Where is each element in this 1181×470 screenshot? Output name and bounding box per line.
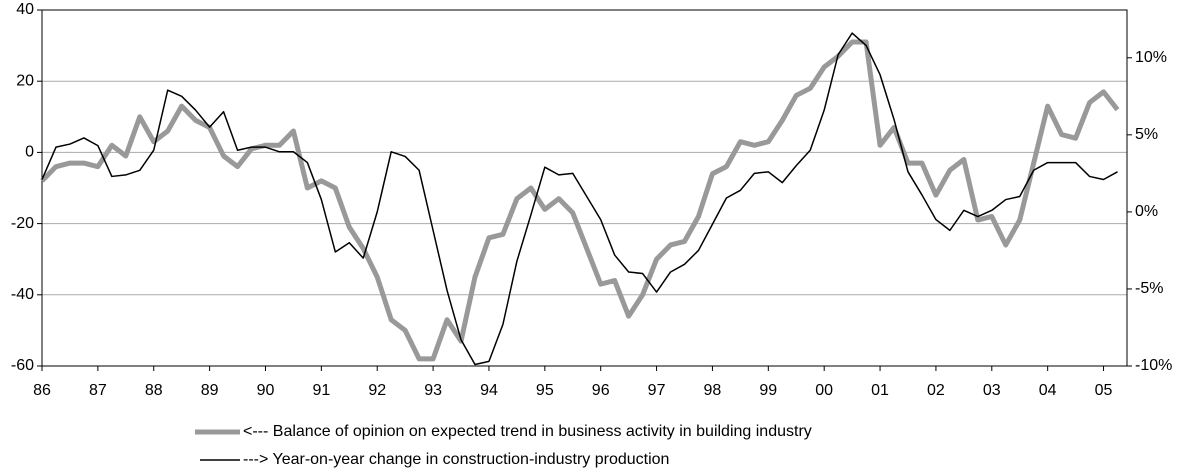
- x-tick-label: 89: [201, 382, 219, 399]
- x-tick-label: 94: [480, 382, 498, 399]
- x-tick-label: 95: [536, 382, 554, 399]
- x-tick-label: 87: [89, 382, 107, 399]
- y-tick-label: -40: [11, 286, 34, 303]
- x-tick-label: 00: [815, 382, 833, 399]
- x-tick-label: 96: [592, 382, 610, 399]
- y-tick-label: -20: [11, 215, 34, 232]
- legend-label: ---> Year-on-year change in construction…: [243, 451, 669, 468]
- y2-tick-label: 0%: [1135, 203, 1158, 220]
- series-line: [41, 32, 1118, 366]
- x-tick-label: 88: [145, 382, 163, 399]
- y-tick-label: 0: [25, 144, 34, 161]
- x-tick-label: 90: [257, 382, 275, 399]
- y2-tick-label: -5%: [1135, 280, 1163, 297]
- x-tick-label: 98: [704, 382, 722, 399]
- y-tick-label: 20: [16, 72, 34, 89]
- x-tick-label: 92: [368, 382, 386, 399]
- y-tick-label: -60: [11, 357, 34, 374]
- x-tick-label: 01: [871, 382, 889, 399]
- y-tick-label: 40: [16, 1, 34, 18]
- y2-tick-label: 5%: [1135, 126, 1158, 143]
- x-tick-label: 99: [759, 382, 777, 399]
- y2-tick-label: 10%: [1135, 49, 1167, 66]
- x-tick-label: 03: [983, 382, 1001, 399]
- x-tick-label: 04: [1039, 382, 1057, 399]
- plot-frame: [41, 9, 1128, 367]
- legend-label: <--- Balance of opinion on expected tren…: [243, 423, 812, 440]
- x-tick-label: 86: [33, 382, 51, 399]
- x-tick-label: 05: [1095, 382, 1113, 399]
- x-tick-label: 97: [648, 382, 666, 399]
- series-line: [40, 39, 1120, 362]
- x-tick-label: 93: [424, 382, 442, 399]
- y2-tick-label: -10%: [1135, 357, 1172, 374]
- x-tick-label: 02: [927, 382, 945, 399]
- x-tick-label: 91: [312, 382, 330, 399]
